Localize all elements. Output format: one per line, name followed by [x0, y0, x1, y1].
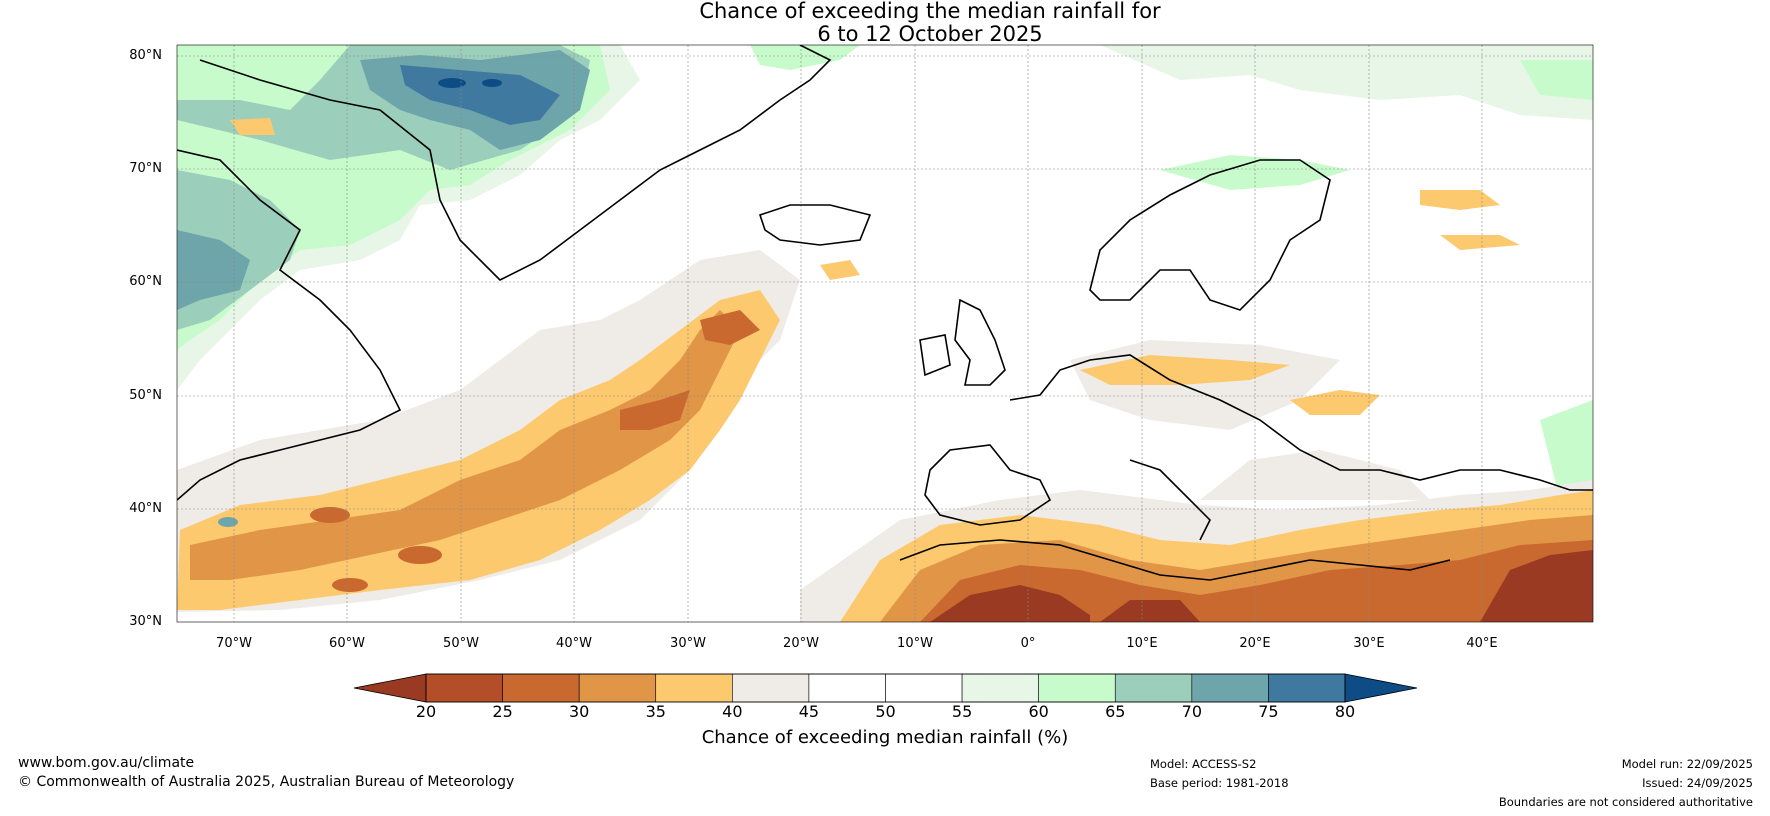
- colorbar-segment: [808, 673, 886, 703]
- coastlines: [177, 45, 1593, 581]
- colorbar-tick-label: 25: [492, 702, 513, 721]
- lat-label-60n: 60°N: [129, 274, 162, 289]
- lon-label-20w: 20°W: [783, 636, 819, 651]
- model-run: Model run: 22/09/2025: [1621, 757, 1753, 771]
- lon-label-40w: 40°W: [556, 636, 592, 651]
- dry-region-darkbrown: [930, 550, 1593, 622]
- lon-label-10w: 10°W: [897, 636, 933, 651]
- colorbar-tick-label: 40: [722, 702, 743, 721]
- colorbar-tick-label: 70: [1181, 702, 1202, 721]
- boundary-disclaimer: Boundaries are not considered authoritat…: [1498, 795, 1753, 809]
- colorbar-tick-label: 80: [1334, 702, 1356, 721]
- map-title: Chance of exceeding the median rainfall …: [699, 0, 1161, 23]
- colorbar-tick-label: 30: [568, 702, 590, 721]
- colorbar-tick-label: 50: [875, 702, 896, 721]
- colorbar-segment: [578, 673, 657, 703]
- lon-label-10e: 10°E: [1126, 636, 1158, 651]
- colorbar-segment: [961, 673, 1039, 703]
- lat-label-70n: 70°N: [129, 161, 162, 176]
- colorbar-segment: [1268, 673, 1346, 703]
- source-url: www.bom.gov.au/climate: [18, 755, 195, 771]
- colorbar-tick-label: 45: [798, 702, 820, 721]
- colorbar-tick-label: 60: [1028, 702, 1049, 721]
- colorbar-segment: [1191, 673, 1269, 703]
- colorbar-segment: [1114, 673, 1193, 703]
- lat-label-50n: 50°N: [129, 388, 162, 403]
- graticule: [177, 45, 1593, 622]
- colorbar-extend-high: [1344, 673, 1418, 703]
- colorbar-segment: [732, 673, 810, 703]
- lat-label-80n: 80°N: [129, 48, 162, 63]
- lon-label-60w: 60°W: [329, 636, 365, 651]
- lon-label-20e: 20°E: [1239, 636, 1271, 651]
- lon-label-30e: 30°E: [1353, 636, 1385, 651]
- lon-label-30w: 30°W: [670, 636, 706, 651]
- lon-label-40e: 40°E: [1466, 636, 1498, 651]
- colorbar-extend-low: [353, 673, 427, 703]
- colorbar-tick-label: 65: [1105, 702, 1126, 721]
- colorbar-tick-label: 20: [415, 702, 437, 721]
- colorbar-segment: [425, 673, 503, 703]
- lon-label-70w: 70°W: [216, 636, 252, 651]
- colorbar-tick-label: 55: [951, 702, 973, 721]
- lon-label-0: 0°: [1020, 636, 1036, 651]
- base-period: Base period: 1981-2018: [1150, 776, 1289, 790]
- model-name: Model: ACCESS-S2: [1150, 757, 1257, 771]
- colorbar-segment: [885, 673, 963, 703]
- colorbar-label: Chance of exceeding median rainfall (%): [701, 727, 1069, 748]
- colorbar-segment: [655, 673, 733, 703]
- colorbar-segment: [1038, 673, 1116, 703]
- map-frame: [176, 44, 1594, 623]
- issued-date: Issued: 24/09/2025: [1642, 776, 1753, 790]
- copyright-text: © Commonwealth of Australia 2025, Austra…: [18, 774, 515, 790]
- lat-label-40n: 40°N: [129, 501, 162, 516]
- map-subtitle: 6 to 12 October 2025: [817, 22, 1043, 46]
- colorbar-tick-label: 35: [645, 702, 666, 721]
- lat-label-30n: 30°N: [129, 614, 162, 629]
- dry-region-brown: [310, 310, 1593, 622]
- colorbar-segment: [502, 673, 580, 703]
- wet-anomaly-region-northwest: [177, 45, 1593, 510]
- colorbar-tick-label: 75: [1258, 702, 1279, 721]
- lon-label-50w: 50°W: [443, 636, 479, 651]
